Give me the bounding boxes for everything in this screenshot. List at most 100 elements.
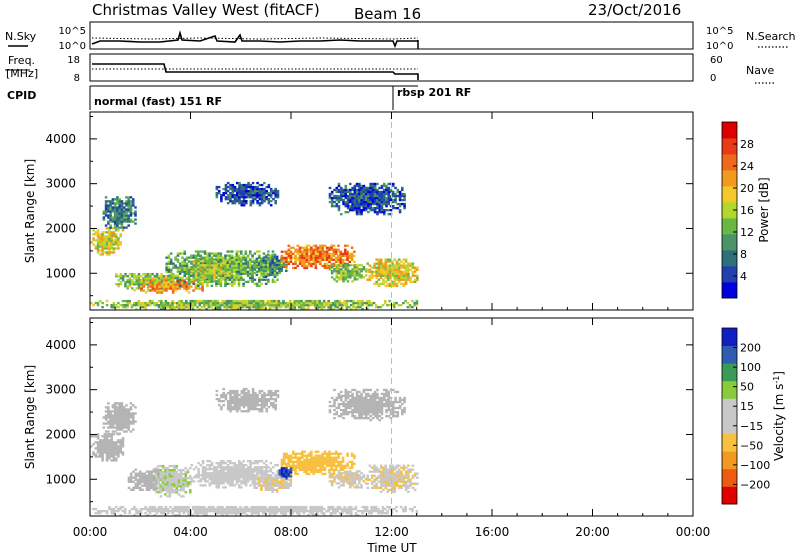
velocity-cell bbox=[168, 473, 172, 476]
velocity-cell bbox=[171, 512, 174, 515]
velocity-cell bbox=[103, 437, 107, 440]
power-cell bbox=[275, 306, 278, 309]
power-cell bbox=[221, 304, 224, 307]
velocity-cell bbox=[184, 485, 188, 488]
velocity-cell bbox=[349, 486, 352, 489]
velocity-cell bbox=[256, 468, 259, 471]
power-cell bbox=[125, 212, 128, 215]
power-cell bbox=[128, 285, 132, 288]
power-cell bbox=[232, 301, 236, 305]
power-cell bbox=[351, 186, 354, 190]
power-cell bbox=[197, 272, 200, 275]
power-cell bbox=[208, 272, 212, 275]
velocity-cell bbox=[94, 447, 98, 450]
velocity-cell bbox=[373, 468, 376, 471]
velocity-cell bbox=[207, 505, 211, 509]
power-cell bbox=[279, 301, 283, 305]
power-cell bbox=[105, 235, 109, 238]
velocity-cell bbox=[298, 458, 302, 462]
velocity-cell bbox=[110, 512, 113, 515]
power-cell bbox=[269, 265, 272, 269]
velocity-cell bbox=[154, 480, 158, 483]
velocity-cell bbox=[287, 486, 290, 490]
power-cell bbox=[304, 299, 308, 303]
power-cell bbox=[153, 283, 157, 286]
power-cell bbox=[253, 271, 256, 275]
velocity-cell bbox=[330, 464, 333, 468]
power-cell bbox=[402, 301, 405, 305]
power-cell bbox=[335, 194, 339, 198]
power-cell bbox=[113, 202, 117, 205]
power-cell bbox=[301, 262, 304, 266]
velocity-cell bbox=[205, 512, 208, 515]
power-cell bbox=[353, 198, 357, 202]
power-cell bbox=[129, 204, 133, 207]
velocity-cell bbox=[107, 408, 110, 411]
power-cell bbox=[173, 301, 177, 305]
power-cell bbox=[313, 301, 317, 305]
power-cell bbox=[274, 194, 277, 197]
power-cell bbox=[362, 194, 366, 198]
velocity-cell bbox=[386, 484, 390, 487]
power-cell bbox=[105, 251, 109, 254]
velocity-cell bbox=[233, 468, 237, 471]
power-colorbar-step bbox=[722, 234, 737, 251]
velocity-cell bbox=[148, 505, 152, 509]
power-cell bbox=[285, 269, 288, 273]
power-cell bbox=[146, 277, 150, 280]
power-cell bbox=[181, 276, 184, 279]
velocity-cell bbox=[122, 414, 126, 417]
power-cell bbox=[108, 249, 111, 252]
velocity-cell bbox=[233, 464, 237, 467]
power-cell bbox=[314, 258, 318, 262]
velocity-cell bbox=[112, 453, 116, 456]
power-cell bbox=[260, 263, 263, 266]
power-cell bbox=[221, 301, 224, 305]
velocity-cell bbox=[219, 480, 223, 483]
velocity-cell bbox=[105, 443, 109, 446]
velocity-cell bbox=[273, 505, 276, 509]
power-cell bbox=[353, 270, 357, 273]
velocity-cell bbox=[152, 478, 156, 481]
power-cell bbox=[394, 186, 397, 190]
power-cell bbox=[117, 247, 120, 250]
power-cell bbox=[378, 209, 381, 212]
power-cell bbox=[149, 281, 152, 284]
velocity-cell bbox=[198, 505, 202, 509]
power-cell bbox=[253, 263, 256, 266]
velocity-cell bbox=[379, 470, 383, 473]
power-cell bbox=[183, 285, 186, 288]
power-cell bbox=[167, 262, 171, 265]
power-cell bbox=[197, 280, 200, 284]
power-cell bbox=[278, 271, 281, 275]
power-cell bbox=[134, 210, 137, 213]
power-cell bbox=[117, 243, 120, 246]
power-cell bbox=[344, 258, 347, 262]
velocity-cell bbox=[368, 464, 372, 467]
power-cell bbox=[121, 279, 125, 282]
power-cell bbox=[230, 301, 233, 305]
velocity-cell bbox=[96, 510, 100, 513]
velocity-cell bbox=[337, 482, 341, 485]
power-cell bbox=[273, 265, 277, 269]
power-cell bbox=[393, 272, 397, 275]
velocity-cell bbox=[224, 486, 227, 489]
velocity-cell bbox=[159, 475, 163, 478]
power-cell bbox=[127, 214, 130, 217]
velocity-cell bbox=[196, 507, 199, 511]
velocity-cell bbox=[344, 474, 348, 477]
power-cell bbox=[228, 268, 232, 271]
power-cell bbox=[346, 211, 350, 214]
power-cell bbox=[220, 196, 223, 199]
power-cell bbox=[335, 190, 339, 194]
velocity-cell bbox=[294, 466, 297, 470]
power-cell bbox=[90, 241, 93, 244]
power-cell bbox=[235, 274, 239, 277]
velocity-cell bbox=[407, 470, 410, 473]
power-cell bbox=[286, 304, 290, 307]
velocity-cell bbox=[186, 485, 190, 488]
power-cell bbox=[120, 212, 124, 215]
power-cell bbox=[265, 198, 268, 201]
velocity-cell bbox=[189, 489, 192, 492]
power-cell bbox=[251, 181, 255, 185]
